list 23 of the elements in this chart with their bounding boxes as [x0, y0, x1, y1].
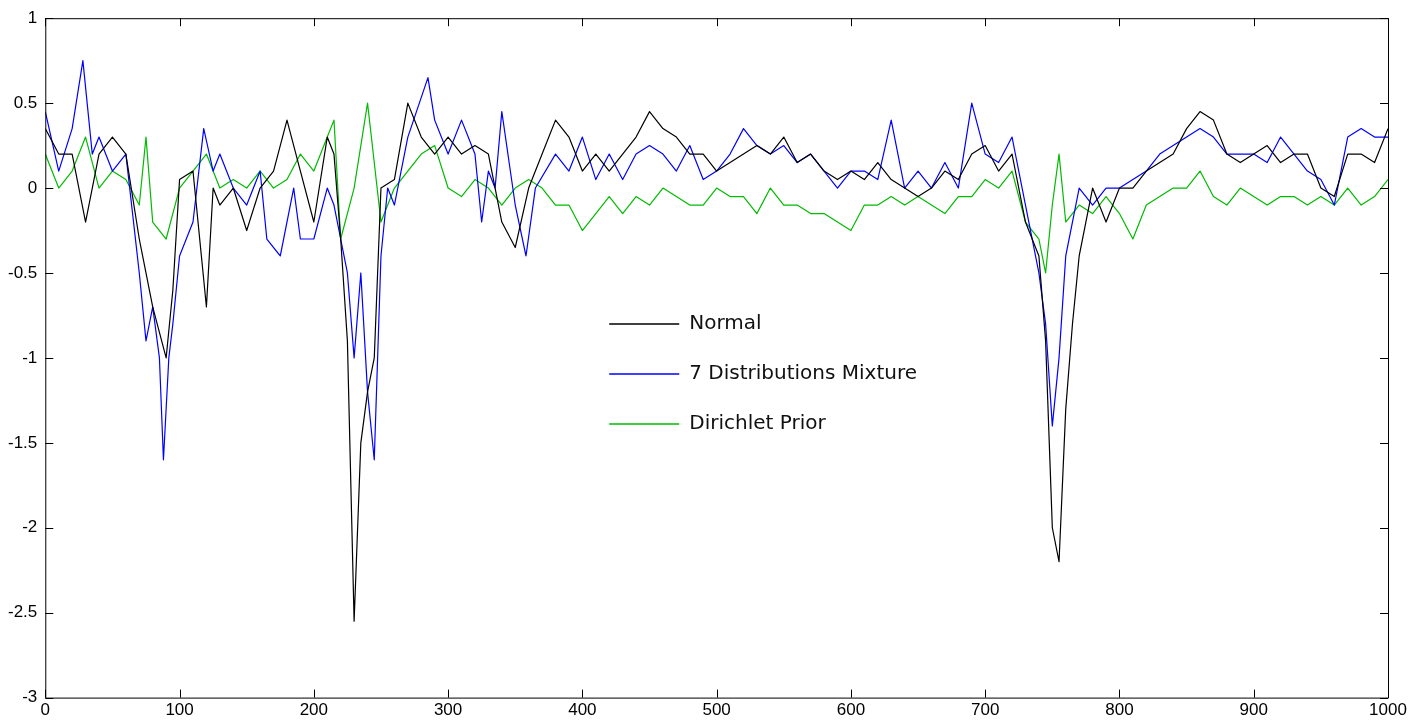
x-tick-label: 200: [299, 700, 329, 720]
legend-label: Dirichlet Prior: [689, 410, 827, 435]
y-tick-label: -1: [22, 347, 38, 367]
legend-label: Normal: [689, 310, 762, 335]
x-tick-label: 400: [568, 700, 597, 720]
x-tick-label: 1000: [1369, 700, 1407, 720]
x-tick-label: 500: [702, 700, 731, 720]
x-tick-label: 0: [40, 700, 51, 720]
x-tick-label: 300: [433, 700, 463, 720]
x-tick-label: 800: [1105, 700, 1134, 720]
y-tick-label: -2.5: [8, 602, 38, 622]
x-tick-label: 900: [1239, 700, 1268, 720]
y-tick-label: 0: [27, 177, 38, 197]
y-tick-label: -0.5: [8, 262, 38, 282]
y-tick-label: -2: [22, 517, 38, 537]
x-tick-label: 100: [165, 700, 194, 720]
y-tick-label: -3: [22, 687, 38, 707]
y-tick-label: 0.5: [13, 92, 38, 112]
x-tick-label: 700: [971, 700, 1000, 720]
legend-label: 7 Distributions Mixture: [689, 360, 918, 385]
y-tick-label: -1.5: [8, 432, 38, 452]
x-tick-label: 600: [836, 700, 866, 720]
y-tick-label: 1: [27, 7, 38, 27]
